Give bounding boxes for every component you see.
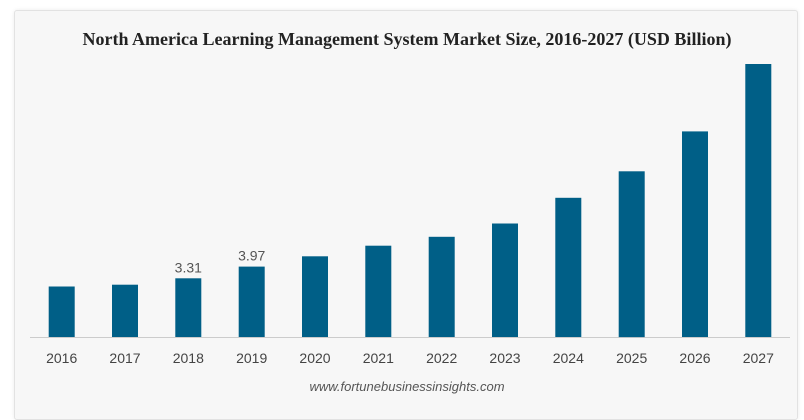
x-tick-label-2016: 2016	[46, 350, 77, 366]
bar-chart: 2016 2017 2018 2019 2020 2021 2022 2023 2024 2025…	[30, 64, 790, 366]
bar-2024	[555, 197, 582, 337]
bar-2025	[618, 171, 645, 338]
chart-card: North America Learning Management System…	[14, 10, 798, 420]
bar-2027	[745, 64, 772, 337]
x-tick-label-2023: 2023	[489, 350, 520, 366]
bar-2016	[48, 286, 75, 337]
data-label-2018: 3.31	[175, 259, 202, 275]
bar-2017	[112, 284, 138, 337]
x-tick-label-2019: 2019	[236, 350, 267, 366]
x-tick-label-2021: 2021	[363, 350, 394, 366]
bar-2019	[238, 266, 265, 337]
source-credit: www.fortunebusinessinsights.com	[309, 379, 505, 394]
bar-2021	[365, 245, 392, 337]
bar-2022	[428, 236, 455, 337]
x-tick-label-2026: 2026	[679, 350, 710, 366]
x-tick-label-2024: 2024	[553, 350, 584, 366]
bar-2020	[302, 256, 328, 337]
bar-2023	[492, 223, 518, 337]
x-tick-label-2027: 2027	[743, 350, 774, 366]
chart-title: North America Learning Management System…	[82, 29, 732, 49]
x-tick-label-2020: 2020	[299, 350, 330, 366]
data-label-2019: 3.97	[238, 248, 265, 264]
x-tick-label-2018: 2018	[173, 350, 204, 366]
x-tick-label-2017: 2017	[109, 350, 140, 366]
bar-2026	[682, 131, 708, 337]
bar-2018	[175, 278, 202, 337]
x-tick-label-2025: 2025	[616, 350, 647, 366]
x-tick-label-2022: 2022	[426, 350, 457, 366]
